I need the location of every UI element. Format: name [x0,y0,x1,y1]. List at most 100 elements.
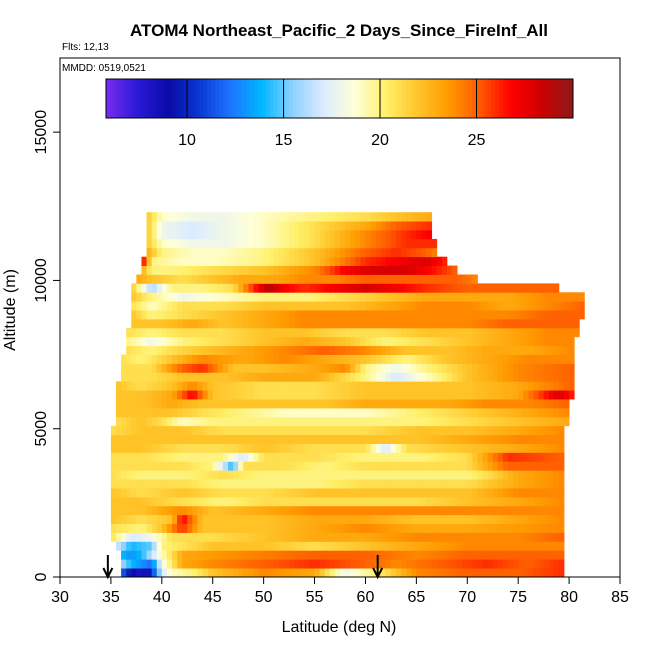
heatmap-cell [324,550,331,560]
heatmap-cell [558,461,565,471]
heatmap-cell [508,541,514,551]
heatmap-cell [350,221,356,231]
heatmap-cell [340,327,346,338]
heatmap-cell [350,363,356,373]
heatmap-cell [248,532,254,542]
heatmap-cell [248,488,254,498]
heatmap-cell [441,327,448,338]
heatmap-cell [182,354,188,364]
heatmap-cell [258,256,265,266]
heatmap-cell [446,274,453,284]
heatmap-cell [121,505,127,516]
heatmap-cell [309,256,315,266]
heatmap-cell [110,470,117,480]
colorbar-segment [129,79,134,118]
heatmap-cell [482,354,489,364]
heatmap-cell [385,345,392,355]
heatmap-cell [436,425,443,436]
heatmap-cell [121,461,127,471]
heatmap-cell [574,292,580,302]
heatmap-cell [182,470,188,480]
heatmap-cell [146,541,153,551]
heatmap-cell [202,345,209,355]
heatmap-cell [523,310,529,320]
heatmap-cell [401,568,407,578]
heatmap-cell [136,470,142,480]
heatmap-cell [151,399,158,409]
heatmap-cell [166,345,173,355]
heatmap-cell [278,568,285,578]
heatmap-cell [457,283,463,293]
heatmap-cell [416,541,422,551]
heatmap-cell [513,381,519,391]
heatmap-cell [340,212,346,222]
heatmap-cell [497,550,504,560]
heatmap-cell [202,416,209,427]
heatmap-cell [258,568,265,578]
heatmap-cell [248,292,254,302]
heatmap-cell [543,292,550,302]
heatmap-cell [406,372,412,382]
heatmap-cell [421,327,427,338]
heatmap-cell [431,523,438,533]
heatmap-cell [523,292,529,302]
heatmap-cell [472,425,478,436]
heatmap-cell [258,505,265,516]
heatmap-cell [548,318,555,329]
heatmap-cell [396,496,402,507]
heatmap-cell [508,354,514,364]
heatmap-cell [426,363,433,373]
heatmap-cell [278,505,285,516]
heatmap-cell [299,443,305,453]
heatmap-cell [492,310,499,320]
heatmap-cell [477,425,483,436]
heatmap-cell [166,505,173,516]
heatmap-cell [217,461,224,471]
heatmap-cell [370,488,377,498]
heatmap-cell [253,292,259,302]
heatmap-cell [446,390,453,400]
heatmap-cell [492,568,499,578]
heatmap-cell [136,559,142,569]
heatmap-cell [314,247,321,258]
heatmap-cell [457,541,463,551]
heatmap-cell [553,407,560,418]
heatmap-cell [426,470,433,480]
heatmap-cell [502,496,509,507]
heatmap-cell [350,212,356,222]
heatmap-cell [222,425,229,436]
heatmap-cell [385,452,392,462]
heatmap-cell [487,399,494,409]
heatmap-cell [375,523,382,533]
heatmap-cell [472,434,478,444]
x-axis: 30 35 40 45 50 55 60 65 70 75 80 85 [51,577,629,606]
heatmap-cell [528,505,534,516]
heatmap-cell [345,372,351,382]
heatmap-cell [365,327,371,338]
heatmap-cell [533,301,539,311]
heatmap-cell [192,274,198,284]
heatmap-cell [462,514,468,525]
heatmap-cell [513,488,519,498]
heatmap-cell [416,416,422,427]
heatmap-cell [217,434,224,444]
heatmap-cell [492,381,499,391]
heatmap-cell [462,541,468,551]
heatmap-cell [273,407,280,418]
heatmap-cell [508,523,514,533]
heatmap-cell [421,212,427,222]
colorbar-segment [261,79,267,118]
heatmap-cell [401,381,407,391]
heatmap-cell [370,274,377,284]
heatmap-cell [202,550,209,560]
heatmap-cell [304,363,310,373]
heatmap-cell [319,256,326,266]
heatmap-cell [497,345,504,355]
heatmap-cell [446,488,453,498]
heatmap-cell [329,488,336,498]
heatmap-cell [533,399,539,409]
heatmap-cell [156,470,163,480]
heatmap-cell [401,505,407,516]
heatmap-cell [431,532,438,542]
heatmap-cell [457,336,463,347]
